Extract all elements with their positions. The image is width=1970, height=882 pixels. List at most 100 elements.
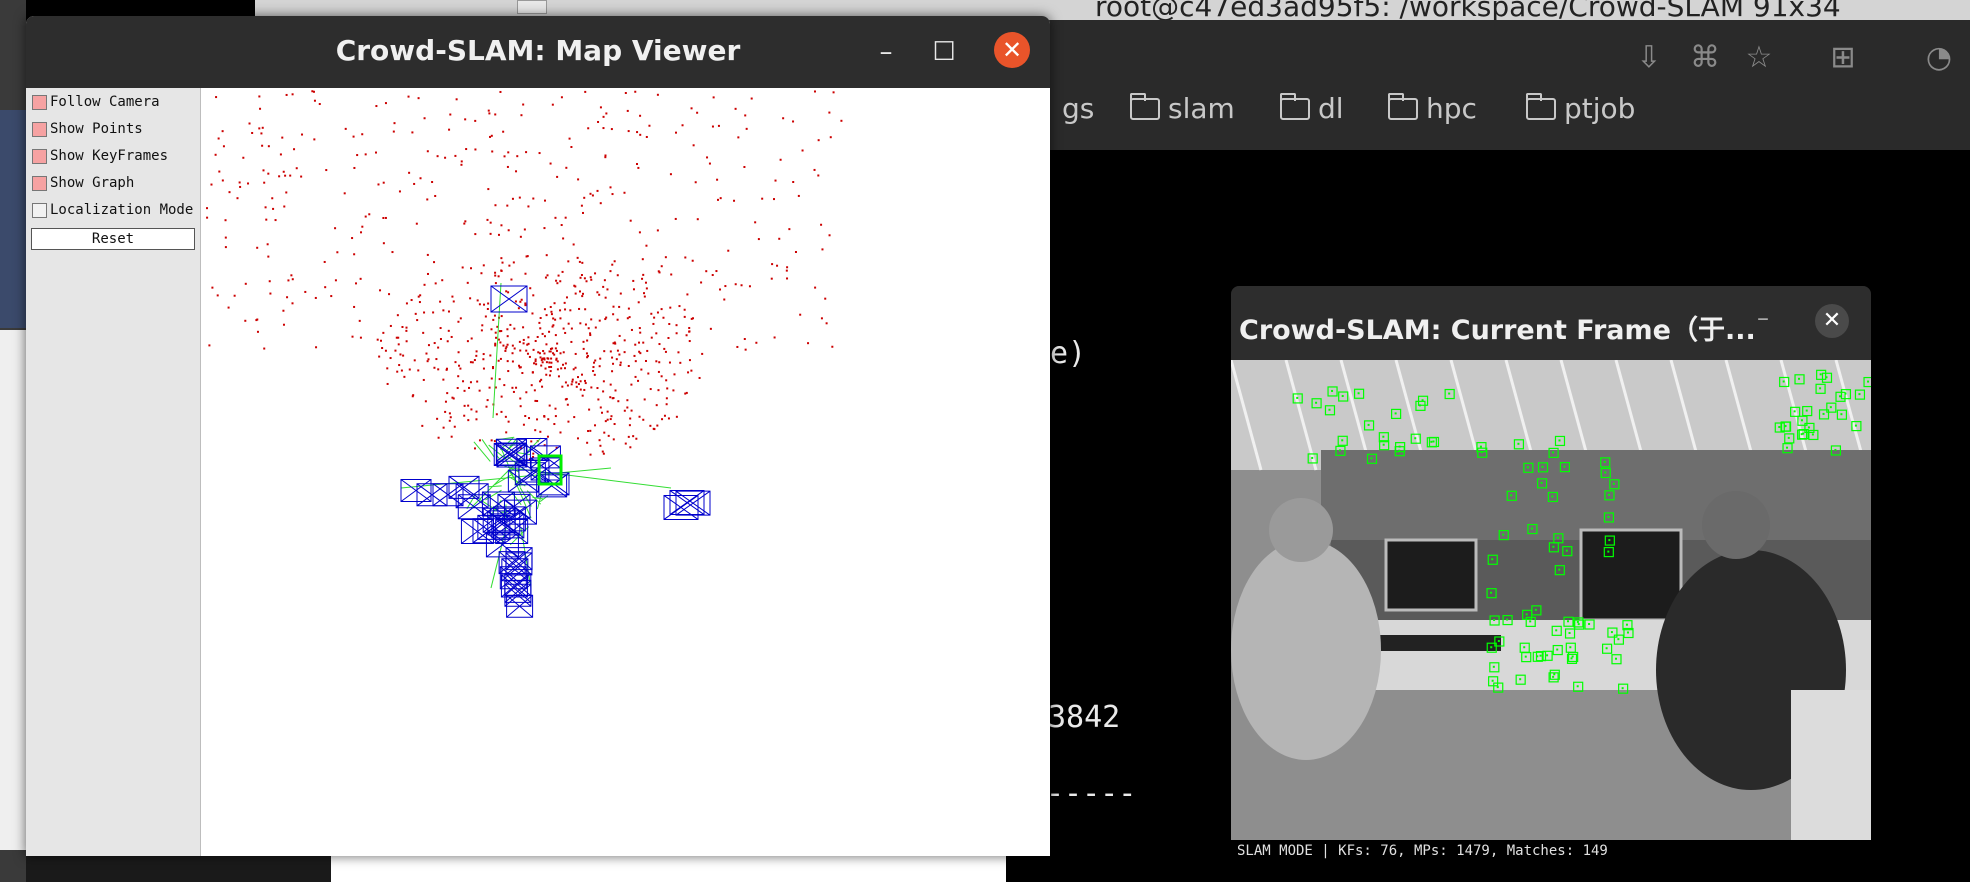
- reset-button[interactable]: Reset: [31, 228, 195, 250]
- map-point: [840, 119, 843, 122]
- map-point: [411, 395, 414, 398]
- map-point: [469, 381, 472, 384]
- map-point: [282, 170, 285, 173]
- option-show-graph[interactable]: Show Graph: [32, 175, 134, 191]
- map-point: [596, 189, 599, 192]
- option-show-keyframes[interactable]: Show KeyFrames: [32, 148, 168, 164]
- map-point: [817, 174, 820, 177]
- checkbox[interactable]: [32, 94, 47, 110]
- map-point: [471, 361, 474, 364]
- close-icon[interactable]: ✕: [994, 32, 1030, 68]
- map-point: [601, 411, 604, 414]
- map-point: [473, 359, 476, 362]
- map-point: [518, 364, 521, 367]
- feature-marker: [1394, 446, 1405, 457]
- option-follow-camera[interactable]: Follow Camera: [32, 94, 160, 110]
- map-point: [448, 412, 451, 415]
- feature-point: [1552, 545, 1555, 548]
- checkbox[interactable]: [32, 202, 47, 218]
- map-point: [545, 314, 548, 317]
- keyframe: [500, 574, 528, 598]
- map-point: [474, 148, 477, 151]
- map-viewer-titlebar[interactable]: Crowd-SLAM: Map Viewer – ☐ ✕: [26, 16, 1050, 88]
- option-show-points[interactable]: Show Points: [32, 121, 143, 137]
- map-point: [364, 153, 367, 156]
- star-icon[interactable]: ☆: [1745, 40, 1773, 75]
- feature-point: [1787, 436, 1790, 439]
- feature-marker: [1574, 619, 1585, 630]
- maximize-icon[interactable]: ☐: [932, 37, 956, 67]
- map-point: [594, 326, 597, 329]
- graph-edge: [466, 493, 477, 510]
- map-point: [285, 93, 288, 96]
- map-point: [543, 357, 546, 360]
- map-point: [550, 310, 553, 313]
- map-point: [658, 343, 661, 346]
- map-point: [421, 424, 424, 427]
- feature-marker: [1327, 386, 1338, 397]
- checkbox[interactable]: [32, 121, 47, 137]
- map-point: [426, 198, 429, 201]
- map-point: [507, 151, 510, 154]
- map-point: [487, 109, 490, 112]
- bookmark-hpc[interactable]: hpc: [1388, 92, 1477, 125]
- close-icon[interactable]: ✕: [1815, 304, 1849, 338]
- map-point: [603, 431, 606, 434]
- map-point: [236, 197, 239, 200]
- map-point: [556, 368, 559, 371]
- map-canvas[interactable]: [201, 88, 1050, 856]
- bookmark-dl[interactable]: dl: [1280, 92, 1344, 125]
- map-point: [540, 364, 543, 367]
- map-point: [611, 370, 614, 373]
- map-point: [686, 293, 689, 296]
- map-point: [457, 375, 460, 378]
- map-point: [581, 295, 584, 298]
- map-point: [419, 177, 422, 180]
- bookmark-label: slam: [1168, 92, 1235, 125]
- bookmark-gs[interactable]: gs: [1062, 92, 1094, 125]
- map-point: [475, 350, 478, 353]
- map-point: [508, 264, 511, 267]
- map-point: [261, 126, 264, 129]
- map-point: [445, 368, 448, 371]
- feature-point: [1840, 413, 1843, 416]
- map-point: [550, 365, 553, 368]
- map-point: [643, 295, 646, 298]
- option-localization-mode[interactable]: Localization Mode: [32, 202, 193, 218]
- extensions-icon[interactable]: ⊞: [1830, 40, 1856, 75]
- map-point: [478, 439, 481, 442]
- map-point: [573, 416, 576, 419]
- translate-icon[interactable]: ⌘: [1690, 40, 1720, 75]
- option-label: Follow Camera: [50, 94, 160, 110]
- map-point: [513, 347, 516, 350]
- map-point: [506, 335, 509, 338]
- map-point: [532, 455, 535, 458]
- map-point: [452, 300, 455, 303]
- map-point: [489, 354, 492, 357]
- profile-icon[interactable]: ◔: [1925, 40, 1953, 75]
- feature-marker: [1292, 393, 1303, 404]
- map-point: [221, 130, 224, 133]
- minimize-icon[interactable]: –: [1757, 304, 1769, 332]
- checkbox[interactable]: [32, 175, 47, 191]
- map-point: [567, 260, 570, 263]
- map-point: [522, 338, 525, 341]
- folder-icon: [1130, 92, 1160, 120]
- map-point: [500, 395, 503, 398]
- checkbox[interactable]: [32, 148, 47, 164]
- current-frame-titlebar[interactable]: Crowd-SLAM: Current Frame（于... – ✕: [1231, 286, 1871, 360]
- feature-marker: [1537, 462, 1549, 473]
- map-point: [645, 135, 648, 138]
- map-point: [467, 419, 470, 422]
- minimize-icon[interactable]: –: [879, 37, 893, 67]
- map-point: [675, 332, 678, 335]
- map-point: [634, 360, 637, 363]
- terminal-menu-button[interactable]: [517, 0, 547, 14]
- map-point: [653, 316, 656, 319]
- map-point: [500, 269, 503, 272]
- download-icon[interactable]: ⇩: [1636, 40, 1662, 75]
- bookmark-slam[interactable]: slam: [1130, 92, 1235, 125]
- feature-marker: [1547, 491, 1558, 503]
- bookmark-ptjob[interactable]: ptjob: [1526, 92, 1635, 125]
- feature-point: [1798, 377, 1801, 380]
